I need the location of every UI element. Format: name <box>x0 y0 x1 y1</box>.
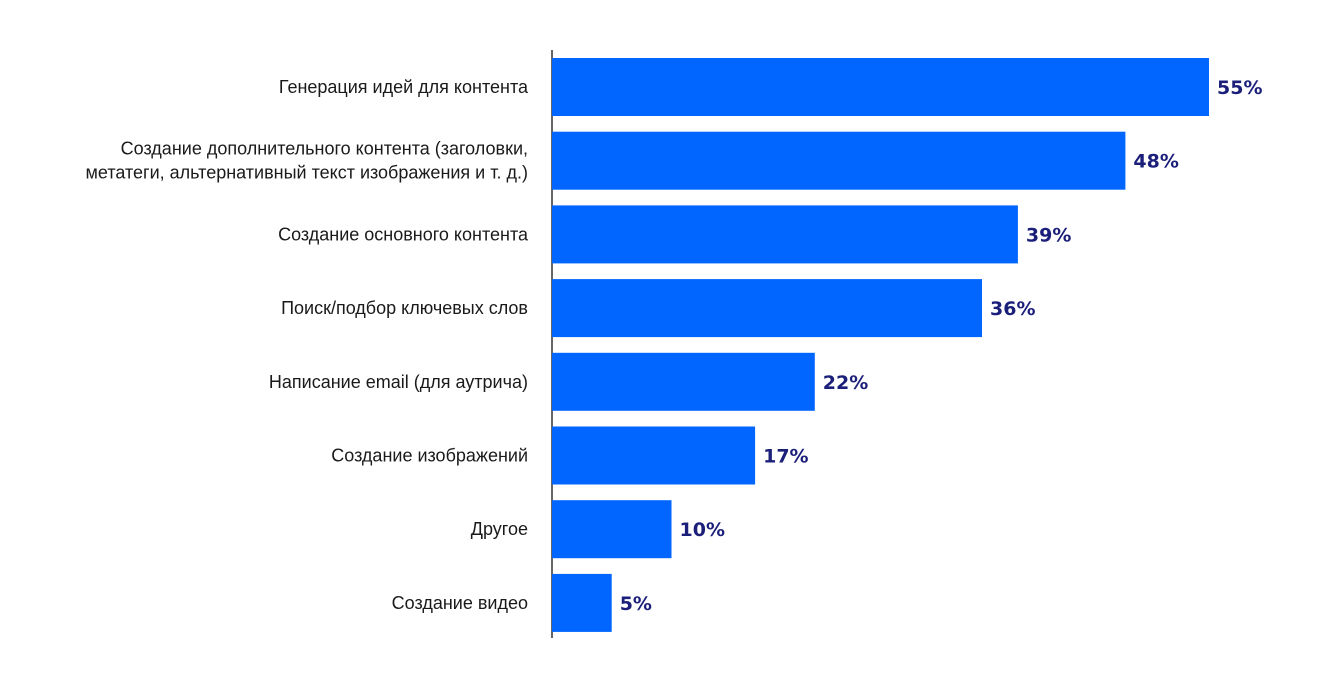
bar-8 <box>552 573 612 632</box>
value-label-6: 17% <box>763 446 808 468</box>
category-label-5: Написание email (для аутрича) <box>269 372 528 392</box>
bar-1 <box>552 58 1209 116</box>
value-label-5: 22% <box>823 372 868 394</box>
category-label-6: Создание изображений <box>331 446 528 466</box>
bars-group: 55% Генерация идей для контента 48% Создани… <box>86 58 1262 632</box>
category-label-8: Создание видео <box>392 593 528 613</box>
bar-6 <box>552 426 756 485</box>
value-label-2: 48% <box>1133 151 1178 173</box>
bar-3 <box>552 205 1018 264</box>
bar-2 <box>552 131 1126 190</box>
category-label-2-line-2: метатеги, альтернативный текст изображен… <box>86 163 528 183</box>
bar-7 <box>552 500 672 559</box>
bar-4 <box>552 279 982 338</box>
value-label-8: 5% <box>620 593 652 615</box>
category-label-1: Генерация идей для контента <box>279 77 529 97</box>
category-label-2-line-1: Создание дополнительного контента (загол… <box>121 139 528 159</box>
value-label-7: 10% <box>680 519 725 541</box>
value-label-4: 36% <box>990 298 1035 320</box>
bar-5 <box>552 352 815 411</box>
category-label-3: Создание основного контента <box>278 224 529 244</box>
category-label-7: Другое <box>471 519 528 539</box>
value-label-3: 39% <box>1026 224 1071 246</box>
category-label-4: Поиск/подбор ключевых слов <box>281 298 528 318</box>
value-label-1: 55% <box>1217 77 1262 99</box>
